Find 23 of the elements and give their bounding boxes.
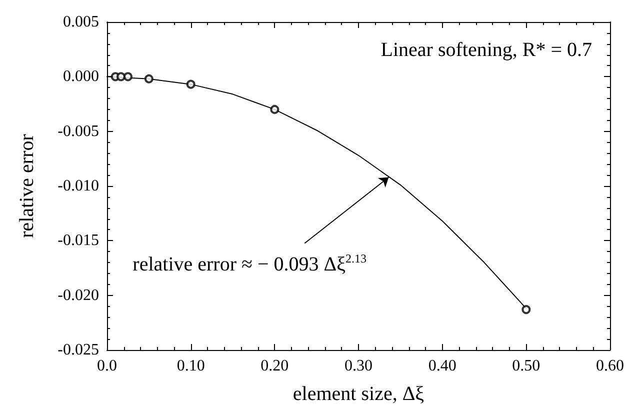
point [522,305,531,314]
y-tick-label: -0.005 [58,122,99,140]
y-axis-title: relative error [16,134,38,238]
x-tick-label: 0.10 [176,358,205,374]
point [123,72,132,82]
point [116,72,126,82]
annotation: Linear softening, R* = 0.7 [380,39,592,61]
x-tick-label: 0.20 [260,358,289,374]
y-tick-label: -0.010 [58,178,99,194]
y-tick-label: -0.015 [58,232,99,250]
y-tick-label: -0.020 [58,286,99,304]
x-tick-label: 0.40 [428,358,456,374]
y-tick-label: 0.000 [63,68,99,86]
point [144,74,154,84]
point [186,80,196,89]
point [270,104,280,114]
x-tick-label: 0.30 [344,358,372,374]
x-tick-label: 0.60 [596,358,624,374]
y-tick-label: 0.005 [63,14,99,30]
x-axis-title: element size, Δξ [292,383,424,405]
x-tick-label: 0.0 [97,358,117,374]
y-tick-label: -0.025 [58,342,99,358]
x-tick-label: 0.50 [512,358,540,374]
